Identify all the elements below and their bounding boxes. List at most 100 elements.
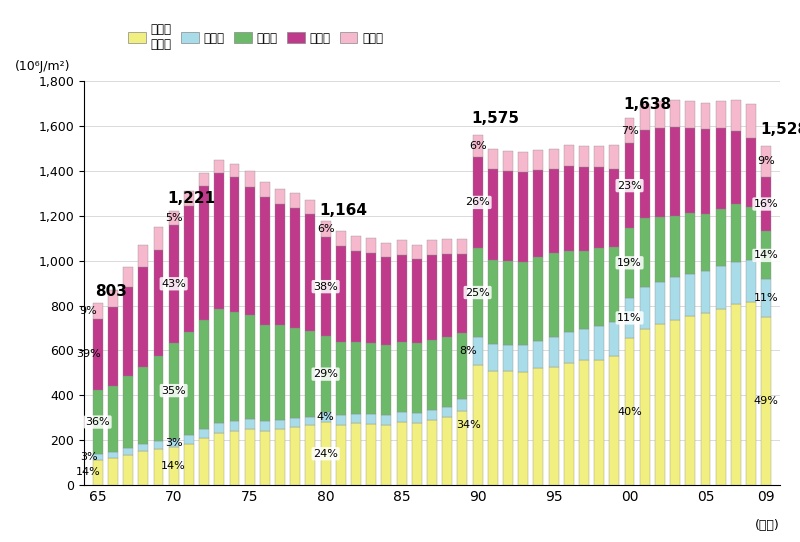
Text: 24%: 24% [313,449,338,459]
Bar [534,341,543,367]
Bar [670,100,680,127]
Bar [245,429,254,485]
Text: (年度): (年度) [755,519,780,532]
Bar [534,150,543,170]
Bar [488,371,498,485]
Bar [230,430,239,485]
Bar [321,336,330,412]
Bar [123,376,133,448]
Bar [397,422,406,485]
Bar [731,304,741,485]
Bar [716,101,726,128]
Bar [123,287,133,376]
Bar [245,187,254,315]
Bar [336,247,346,342]
Bar [93,455,102,460]
Bar [458,240,467,254]
Bar [366,414,376,424]
Bar [351,342,361,414]
Bar [275,429,285,485]
Bar [579,167,589,251]
Bar [351,414,361,423]
Bar [594,326,604,360]
Bar [108,307,118,385]
Bar [655,128,665,217]
Text: 36%: 36% [86,417,110,427]
Bar [518,262,528,345]
Bar [594,146,604,167]
Bar [108,452,118,458]
Bar [442,337,452,407]
Bar [275,204,285,325]
Bar [640,131,650,218]
Bar [503,371,513,485]
Bar [184,191,194,206]
Bar [670,320,680,485]
Bar [503,171,513,261]
Bar [518,172,528,262]
Bar [473,136,482,157]
Bar [154,356,163,441]
Bar [534,367,543,485]
Bar [382,345,391,415]
Bar [442,417,452,485]
Bar [138,444,148,451]
Bar [762,317,771,485]
Bar [275,420,285,429]
Bar [275,325,285,420]
Bar [108,385,118,452]
Bar [169,211,178,225]
Text: 11%: 11% [618,313,642,323]
Bar [762,280,771,317]
Bar [701,130,710,214]
Bar [336,415,346,425]
Bar [397,255,406,342]
Bar [594,167,604,248]
Bar [655,217,665,282]
Bar [731,131,741,204]
Bar [473,248,482,337]
Text: 1,164: 1,164 [319,203,367,218]
Bar [625,144,634,228]
Bar [488,344,498,371]
Bar [549,367,558,485]
Bar [503,345,513,371]
Bar [549,337,558,367]
Bar [260,325,270,422]
Bar [366,253,376,343]
Bar [321,412,330,422]
Bar [670,127,680,216]
Text: 11%: 11% [754,293,778,304]
Bar [716,128,726,209]
Text: 1,221: 1,221 [167,191,216,205]
Bar [640,104,650,131]
Bar [686,101,695,128]
Bar [306,417,315,425]
Bar [427,420,437,485]
Bar [184,332,194,435]
Bar [686,212,695,274]
Bar [290,327,300,418]
Bar [93,319,102,390]
Text: 5%: 5% [165,213,182,223]
Text: 803: 803 [94,285,126,299]
Text: (10⁶J/m²): (10⁶J/m²) [14,60,70,73]
Text: 3%: 3% [165,437,182,448]
Bar [518,372,528,485]
Bar [184,444,194,485]
Bar [336,425,346,485]
Bar [594,360,604,485]
Bar [701,102,710,130]
Bar [321,221,330,237]
Text: 3%: 3% [80,452,98,462]
Bar [610,145,619,169]
Text: 29%: 29% [313,369,338,379]
Bar [701,313,710,485]
Bar [564,332,574,363]
Bar [579,146,589,167]
Bar [746,302,756,485]
Bar [230,164,239,177]
Bar [412,413,422,423]
Bar [579,251,589,330]
Bar [366,424,376,485]
